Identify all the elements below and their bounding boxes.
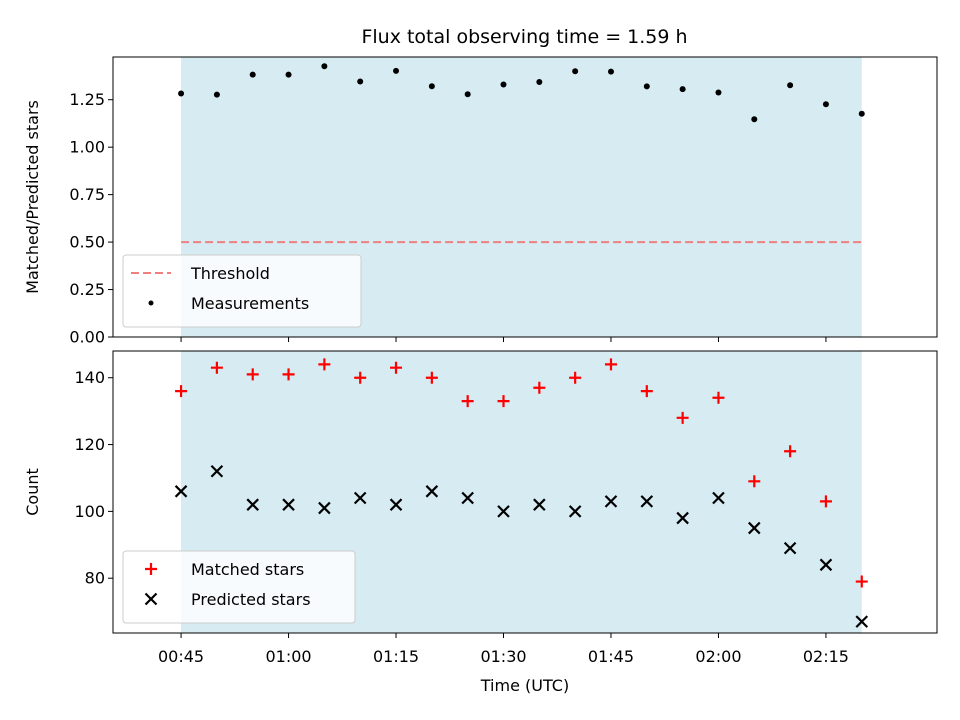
measurement-point <box>285 71 292 78</box>
predicted-star-point <box>353 491 367 505</box>
predicted-star-point <box>533 498 546 511</box>
x-tick-label: 00:45 <box>158 647 204 666</box>
x-tick-label: 01:45 <box>588 647 634 666</box>
x-tick-label: 01:30 <box>480 647 526 666</box>
count-y-tick-label: 100 <box>74 502 105 521</box>
ratio-y-tick-label: 0.00 <box>69 328 105 347</box>
measurement-point <box>213 91 220 98</box>
x-tick-label: 02:15 <box>803 647 849 666</box>
predicted-star-point <box>568 505 582 518</box>
matched-star-point <box>210 361 223 374</box>
matched-star-point <box>748 475 761 488</box>
matched-star-point <box>461 395 474 408</box>
ratio-y-tick-label: 1.25 <box>69 90 105 109</box>
matched-star-point <box>784 445 797 458</box>
matched-star-point <box>569 371 582 384</box>
measurement-point <box>858 110 865 117</box>
matched-star-point <box>819 495 832 508</box>
legend-measurement-swatch <box>148 300 154 306</box>
count-legend: Matched stars Predicted stars <box>122 550 356 624</box>
ratio-y-tick-label: 0.25 <box>69 280 105 299</box>
matched-star-point <box>604 358 617 371</box>
measurement-point <box>178 90 185 97</box>
legend-label: Threshold <box>190 264 270 283</box>
predicted-star-point <box>246 498 259 511</box>
ratio-legend-box <box>122 254 362 328</box>
ratio-axes-frame <box>112 56 938 338</box>
ratio-y-axis-label: Matched/Predicted stars <box>23 100 42 294</box>
measurement-point <box>249 71 256 78</box>
count-y-axis-label: Count <box>23 468 42 516</box>
predicted-star-point <box>783 541 797 555</box>
predicted-star-point <box>855 615 869 628</box>
x-axis-label: Time (UTC) <box>480 676 569 695</box>
ratio-legend: Threshold Measurements <box>122 254 362 328</box>
measurement-point <box>572 68 579 75</box>
count-y-tick-label: 120 <box>74 435 105 454</box>
count-axes-frame <box>112 350 938 634</box>
matched-star-point <box>282 368 295 381</box>
count-panel: 80 100 120 140 00:45 01:00 01:15 01:30 01:45 02:0… <box>23 350 938 695</box>
measurement-point <box>536 79 543 86</box>
measurement-point <box>751 116 758 123</box>
legend-predicted-star-swatch <box>144 592 158 606</box>
predicted-star-point <box>174 485 188 498</box>
matched-star-point <box>354 371 367 384</box>
measurement-point <box>464 91 471 98</box>
predicted-star-point <box>425 485 439 498</box>
measurement-point <box>643 83 650 90</box>
matched-star-point <box>855 575 868 588</box>
chart-title: Flux total observing time = 1.59 h <box>361 26 687 48</box>
ratio-y-tick-label: 0.50 <box>69 233 105 252</box>
legend-label: Predicted stars <box>191 590 311 609</box>
ratio-y-tick-label: 0.75 <box>69 185 105 204</box>
measurement-point <box>393 67 400 74</box>
count-y-tick-label: 140 <box>74 368 105 387</box>
matched-star-point <box>676 411 689 424</box>
measurement-point <box>679 86 686 93</box>
predicted-star-point <box>318 501 331 515</box>
matched-star-point <box>425 371 438 384</box>
x-tick-label: 01:00 <box>265 647 311 666</box>
matched-star-point <box>246 368 259 381</box>
legend-label: Matched stars <box>191 560 304 579</box>
predicted-star-point <box>210 465 224 478</box>
matched-star-point <box>533 381 546 394</box>
predicted-star-point <box>282 498 295 511</box>
ratio-y-tick-label: 1.00 <box>69 138 105 157</box>
measurement-point <box>607 68 614 75</box>
measurement-point <box>787 82 794 89</box>
count-legend-box <box>122 550 356 624</box>
predicted-star-point <box>461 491 474 505</box>
predicted-star-point <box>712 491 725 505</box>
matched-star-point <box>712 391 725 404</box>
measurement-point <box>500 81 507 88</box>
measurement-point <box>321 63 328 70</box>
measurement-point <box>715 89 722 96</box>
measurement-point <box>822 101 829 108</box>
predicted-star-point <box>819 558 833 572</box>
x-tick-label: 02:00 <box>695 647 741 666</box>
matched-star-point <box>640 385 653 398</box>
measurement-point <box>428 83 435 90</box>
predicted-star-point <box>389 498 403 511</box>
matched-star-point <box>318 358 331 371</box>
measurement-point <box>357 78 364 85</box>
predicted-star-point <box>640 495 654 508</box>
predicted-star-point <box>604 495 618 508</box>
legend-matched-star-swatch <box>145 563 157 575</box>
count-y-tick-label: 80 <box>85 569 105 588</box>
matched-star-point <box>497 395 510 408</box>
matched-star-point <box>390 361 403 374</box>
legend-label: Measurements <box>191 294 309 313</box>
matched-star-point <box>175 385 188 398</box>
predicted-star-point <box>497 505 510 518</box>
predicted-star-point <box>748 521 761 535</box>
x-tick-label: 01:15 <box>373 647 419 666</box>
predicted-star-point <box>676 511 689 525</box>
ratio-panel: 0.00 0.25 0.50 0.75 1.00 1.25 Matched/Predict… <box>23 56 938 347</box>
